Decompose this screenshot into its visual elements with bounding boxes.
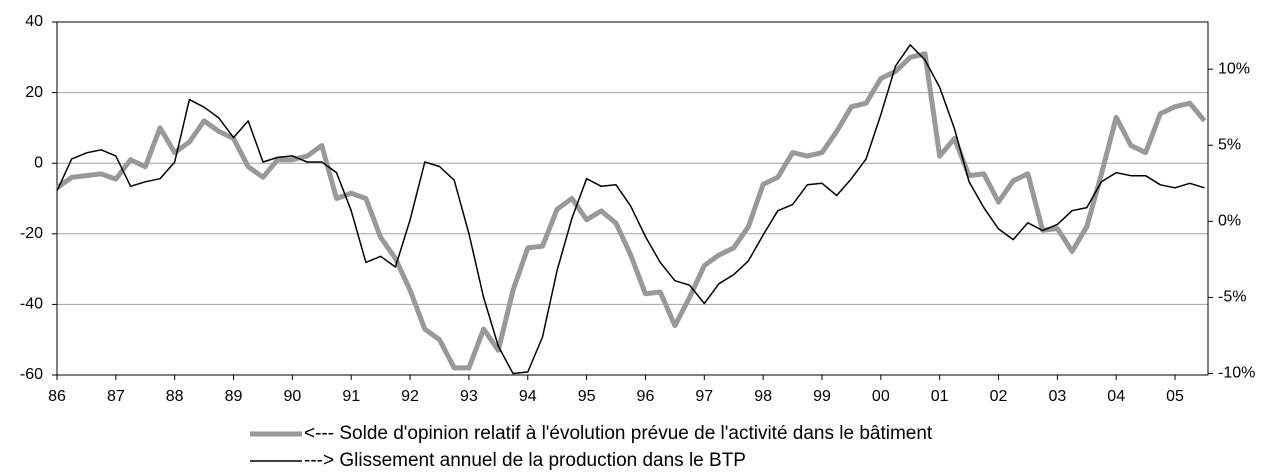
x-tick-label: 95 — [578, 388, 596, 405]
x-tick-label: 98 — [754, 388, 772, 405]
x-tick-label: 05 — [1166, 388, 1184, 405]
y2-tick-label: 0% — [1218, 213, 1241, 230]
legend-label: ---> Glissement annuel de la production … — [304, 450, 746, 471]
y2-tick-label: -10% — [1218, 365, 1255, 382]
series-line — [56, 44, 1205, 375]
x-tick-label: 93 — [460, 388, 478, 405]
x-tick-label: 04 — [1107, 388, 1125, 405]
y-tick-label: 0 — [34, 154, 43, 171]
x-tick-label: 01 — [931, 388, 949, 405]
y-tick-label: -40 — [20, 296, 43, 313]
x-tick-label: 90 — [283, 388, 301, 405]
x-tick-label: 89 — [225, 388, 243, 405]
y2-tick-label: -5% — [1218, 289, 1246, 306]
x-tick-label: 87 — [107, 388, 125, 405]
y-tick-label: -60 — [20, 366, 43, 383]
y2-tick-label: 10% — [1218, 60, 1250, 77]
y-tick-label: -20 — [20, 225, 43, 242]
x-tick-label: 86 — [48, 388, 66, 405]
x-tick-label: 91 — [342, 388, 360, 405]
series-line — [55, 51, 1207, 371]
y-tick-label: 20 — [25, 84, 43, 101]
y2-tick-label: 5% — [1218, 136, 1241, 153]
y-tick-label: 40 — [25, 13, 43, 30]
x-tick-label: 96 — [637, 388, 655, 405]
x-tick-label: 92 — [401, 388, 419, 405]
legend-label: <--- Solde d'opinion relatif à l'évoluti… — [304, 423, 933, 444]
x-tick-label: 97 — [695, 388, 713, 405]
x-tick-label: 88 — [166, 388, 184, 405]
x-tick-label: 02 — [990, 388, 1008, 405]
x-tick-label: 03 — [1048, 388, 1066, 405]
x-tick-label: 99 — [813, 388, 831, 405]
x-tick-label: 94 — [519, 388, 537, 405]
plot-frame — [56, 21, 1209, 376]
x-tick-label: 00 — [872, 388, 890, 405]
